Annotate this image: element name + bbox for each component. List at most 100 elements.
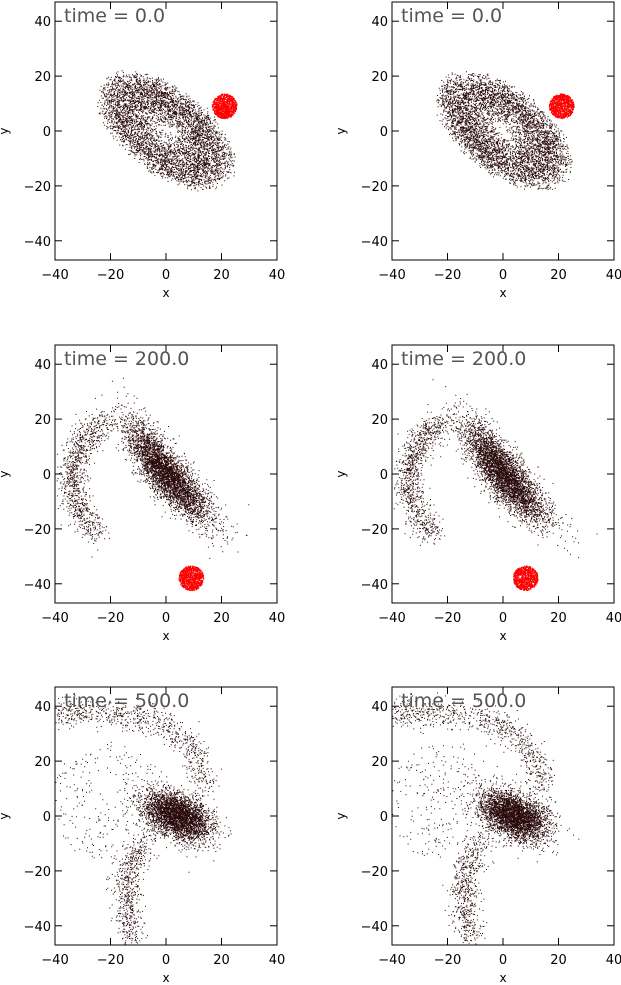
x-tick-label: 0 [162,611,170,626]
y-tick-label: 40 [371,15,388,30]
x-tick-label: −20 [434,268,461,283]
plot-frame [54,1,278,261]
x-tick-label: −40 [378,953,405,968]
particles-core [124,772,232,873]
y-tick-label: 20 [34,413,51,428]
y-tick-label: 0 [43,810,51,825]
y-axis-label: y [334,470,348,477]
particles-tilted-ellipse [97,70,236,192]
y-axis-label: y [0,470,11,477]
x-tick-label: 20 [213,953,230,968]
particles-arm [56,406,119,558]
x-tick-label: 20 [213,611,230,626]
x-tick-label: −40 [41,953,68,968]
x-tick-label: 20 [550,953,567,968]
y-tick-label: 20 [371,755,388,770]
y-tick-label: −40 [361,235,388,250]
y-tick-label: −20 [24,865,51,880]
panel-row2-right: −40 −20 0 20 40 −40 −20 0 20 40 x y time = 200.0 [334,344,621,643]
y-tick-label: 20 [371,70,388,85]
y-tick-label: 0 [380,125,388,140]
y-tick-label: −40 [361,578,388,593]
x-axis-label: x [162,286,169,300]
y-tick-label: 20 [371,413,388,428]
y-tick-label: −40 [24,920,51,935]
y-tick-label: 0 [43,468,51,483]
x-tick-label: 0 [499,953,507,968]
x-tick-label: −20 [434,953,461,968]
y-axis-label: y [0,812,11,819]
particles-disk [513,565,539,591]
x-tick-label: −40 [41,611,68,626]
x-tick-label: 20 [550,611,567,626]
y-axis-label: y [334,812,348,819]
x-axis-label: x [499,971,506,985]
y-axis-label: y [0,127,11,134]
panel-row3-left: −40 −20 0 20 40 −40 −20 0 20 40 x y time = 500.0 [0,686,286,985]
particles-halo [392,743,509,859]
y-tick-label: −40 [361,920,388,935]
x-tick-label: −40 [41,268,68,283]
x-tick-label: −20 [97,953,124,968]
x-tick-label: 0 [162,268,170,283]
particles-tidal-bar [94,377,250,559]
y-tick-label: −40 [24,235,51,250]
particles-arm [105,830,160,945]
particles-halo [55,741,168,863]
y-tick-label: 0 [380,468,388,483]
y-tick-label: −40 [24,578,51,593]
particles-arm [393,406,457,546]
time-label: time = 500.0 [64,690,189,712]
time-label: time = 200.0 [401,348,526,370]
time-label: time = 0.0 [401,5,502,27]
x-tick-label: −40 [378,268,405,283]
x-tick-label: 40 [606,953,621,968]
x-tick-label: 40 [269,268,286,283]
particles-arm [392,692,555,797]
particles-disk [548,93,575,120]
x-axis-label: x [162,971,169,985]
y-tick-label: −20 [24,180,51,195]
x-axis-label: x [499,286,506,300]
x-tick-label: 40 [606,611,621,626]
y-tick-label: 20 [34,755,51,770]
x-tick-label: 40 [269,953,286,968]
time-label: time = 500.0 [401,690,526,712]
x-axis-label: x [499,629,506,643]
plot-frame [391,1,615,261]
x-tick-label: 40 [606,268,621,283]
panel-row2-left: −40 −20 0 20 40 −40 −20 0 20 40 x y time = 200.0 [0,344,286,643]
x-tick-label: 20 [550,268,567,283]
time-label: time = 0.0 [64,5,165,27]
particles-tidal-bar [427,379,598,559]
y-tick-label: 0 [380,810,388,825]
y-tick-label: 40 [371,700,388,715]
y-tick-label: 40 [34,358,51,373]
x-tick-label: 40 [269,611,286,626]
y-axis-label: y [334,127,348,134]
x-tick-label: −20 [97,611,124,626]
x-tick-label: 20 [213,268,230,283]
panel-row3-right: −40 −20 0 20 40 −40 −20 0 20 40 x y time = 500.0 [334,686,621,985]
particles-disk [211,93,238,120]
panel-row1-right: −40 −20 0 20 40 −40 −20 0 20 40 x y time = 0.0 [334,1,621,300]
y-tick-label: 40 [371,358,388,373]
x-tick-label: 0 [499,268,507,283]
x-axis-label: x [162,629,169,643]
y-tick-label: 20 [34,70,51,85]
particles-tilted-ellipse [436,71,573,190]
y-tick-label: 0 [43,125,51,140]
x-tick-label: 0 [499,611,507,626]
x-tick-label: −40 [378,611,405,626]
y-tick-label: −20 [24,523,51,538]
particles-arm [55,695,222,796]
time-label: time = 200.0 [64,348,189,370]
x-tick-label: 0 [162,953,170,968]
y-tick-label: 40 [34,15,51,30]
x-tick-label: −20 [97,268,124,283]
y-tick-label: 40 [34,700,51,715]
y-tick-label: −20 [361,180,388,195]
particles-arm [442,830,495,946]
panel-row1-left: −40 −20 0 20 40 −40 −20 0 20 40 x y time = 0.0 [0,1,286,300]
